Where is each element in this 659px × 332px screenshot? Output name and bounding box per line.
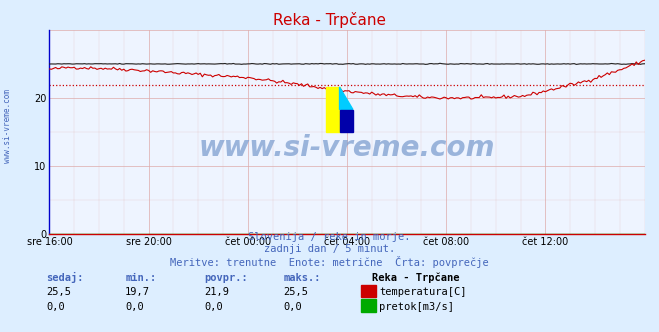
Text: Reka - Trpčane: Reka - Trpčane (273, 12, 386, 28)
Text: 21,9: 21,9 (204, 288, 229, 297)
Polygon shape (339, 110, 353, 132)
Text: Meritve: trenutne  Enote: metrične  Črta: povprečje: Meritve: trenutne Enote: metrične Črta: … (170, 256, 489, 268)
Text: zadnji dan / 5 minut.: zadnji dan / 5 minut. (264, 244, 395, 254)
Text: 0,0: 0,0 (204, 302, 223, 312)
Text: 0,0: 0,0 (125, 302, 144, 312)
Text: min.:: min.: (125, 273, 156, 283)
Text: sedaj:: sedaj: (46, 272, 84, 283)
Text: povpr.:: povpr.: (204, 273, 248, 283)
Text: 25,5: 25,5 (46, 288, 71, 297)
Text: Slovenija / reke in morje.: Slovenija / reke in morje. (248, 232, 411, 242)
Text: 19,7: 19,7 (125, 288, 150, 297)
Text: 25,5: 25,5 (283, 288, 308, 297)
Text: 0,0: 0,0 (283, 302, 302, 312)
Text: www.si-vreme.com: www.si-vreme.com (3, 89, 13, 163)
Text: temperatura[C]: temperatura[C] (379, 288, 467, 297)
Text: pretok[m3/s]: pretok[m3/s] (379, 302, 454, 312)
Text: 0,0: 0,0 (46, 302, 65, 312)
Text: Reka - Trpčane: Reka - Trpčane (372, 272, 460, 283)
Text: www.si-vreme.com: www.si-vreme.com (199, 134, 495, 162)
Polygon shape (339, 87, 353, 110)
Polygon shape (326, 87, 339, 132)
Text: maks.:: maks.: (283, 273, 321, 283)
